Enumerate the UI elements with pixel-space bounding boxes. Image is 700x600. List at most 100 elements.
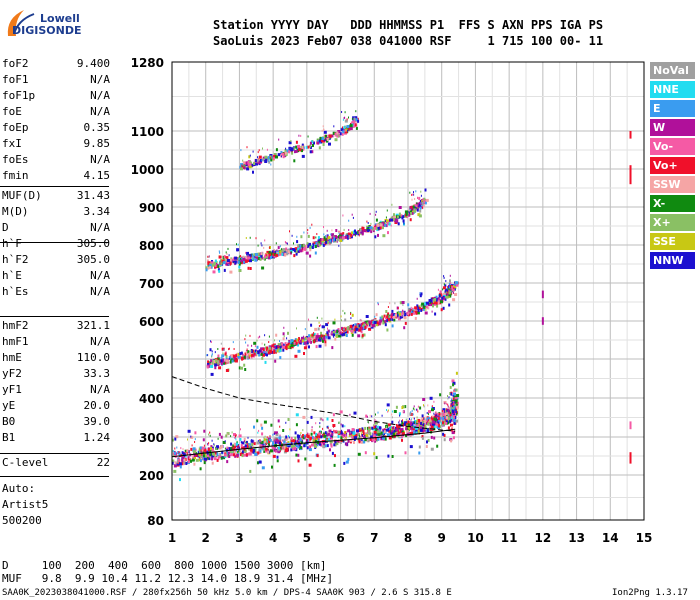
echo-point (194, 456, 196, 460)
echo-point (183, 461, 186, 465)
echo-point (299, 148, 302, 152)
param-name: yF2 (2, 367, 22, 380)
echo-point (297, 459, 300, 463)
echo-point (206, 354, 208, 357)
echo-point (384, 219, 388, 222)
echo-point (448, 409, 452, 413)
echo-point (332, 413, 335, 417)
echo-point (301, 337, 304, 341)
echo-point (282, 155, 285, 159)
echo-point (245, 237, 247, 239)
echo-point (287, 331, 289, 335)
echo-point (374, 419, 376, 422)
echo-point (443, 413, 445, 415)
echo-point (344, 126, 347, 130)
echo-point (265, 447, 269, 451)
echo-point (435, 411, 436, 414)
echo-point (243, 260, 246, 264)
echo-point (445, 420, 448, 424)
param-name: M(D) (2, 205, 29, 218)
echo-point (253, 255, 256, 258)
echo-point (304, 245, 307, 249)
echo-point (448, 396, 450, 399)
echo-point (309, 248, 312, 252)
echo-point (405, 418, 407, 421)
echo-point (327, 236, 331, 240)
echo-point (442, 286, 446, 290)
echo-point (449, 274, 451, 277)
echo-point (331, 233, 334, 237)
echo-point (317, 236, 320, 240)
echo-point (393, 426, 395, 429)
echo-point (414, 204, 418, 208)
echo-point (354, 323, 357, 327)
echo-point (429, 423, 432, 427)
param-name: h`Es (2, 285, 29, 298)
echo-point (299, 245, 302, 248)
echo-point (273, 249, 276, 253)
echo-point (224, 258, 226, 261)
echo-point (333, 330, 335, 334)
echo-point (219, 359, 222, 363)
echo-point (319, 417, 322, 421)
echo-point (351, 430, 354, 434)
echo-point (296, 338, 299, 342)
echo-point (258, 155, 262, 159)
echo-point (346, 327, 349, 330)
echo-point (240, 351, 243, 355)
echo-point (321, 241, 323, 244)
echo-point (211, 439, 213, 442)
echo-point (243, 166, 246, 170)
echo-point (384, 220, 386, 223)
echo-point (375, 456, 378, 460)
echo-point (361, 326, 364, 330)
echo-point (277, 419, 280, 423)
echo-point (249, 161, 252, 164)
echo-point (287, 418, 290, 421)
profile-curve (171, 428, 456, 458)
legend-item: Vo- (650, 138, 695, 155)
echo-point (241, 441, 245, 445)
echo-point (381, 414, 383, 417)
echo-point (276, 455, 279, 459)
echo-point (454, 284, 457, 288)
echo-point (279, 439, 282, 443)
echo-point (415, 426, 419, 430)
echo-point (367, 229, 370, 232)
echo-point (403, 316, 407, 320)
echo-point (415, 408, 417, 411)
echo-point (391, 429, 393, 433)
y-tick-label: 80 (147, 514, 164, 528)
echo-point (352, 216, 354, 219)
echo-point (323, 325, 325, 328)
echo-point (208, 433, 210, 436)
echo-point (440, 423, 444, 427)
echo-point (437, 416, 440, 420)
echo-point (304, 437, 306, 440)
echo-point (357, 119, 360, 123)
echo-point (314, 251, 317, 255)
echo-point (369, 432, 372, 436)
echo-point (401, 301, 405, 304)
echo-point (384, 319, 387, 323)
echo-point (291, 150, 293, 153)
echo-point (275, 155, 278, 159)
echo-point (362, 429, 365, 433)
echo-point (253, 425, 255, 429)
echo-point (339, 410, 343, 414)
echo-point (238, 366, 241, 370)
echo-point (336, 240, 338, 243)
echo-point (235, 356, 239, 360)
echo-point (227, 247, 229, 250)
echo-point (224, 352, 227, 356)
echo-point (307, 432, 309, 435)
echo-point (294, 354, 298, 358)
echo-point (353, 324, 355, 326)
echo-point (306, 242, 309, 246)
echo-point (333, 335, 335, 338)
echo-point (304, 328, 306, 331)
echo-point (419, 426, 422, 430)
echo-point (217, 268, 220, 272)
echo-point (316, 443, 319, 447)
legend-item: E (650, 100, 695, 117)
